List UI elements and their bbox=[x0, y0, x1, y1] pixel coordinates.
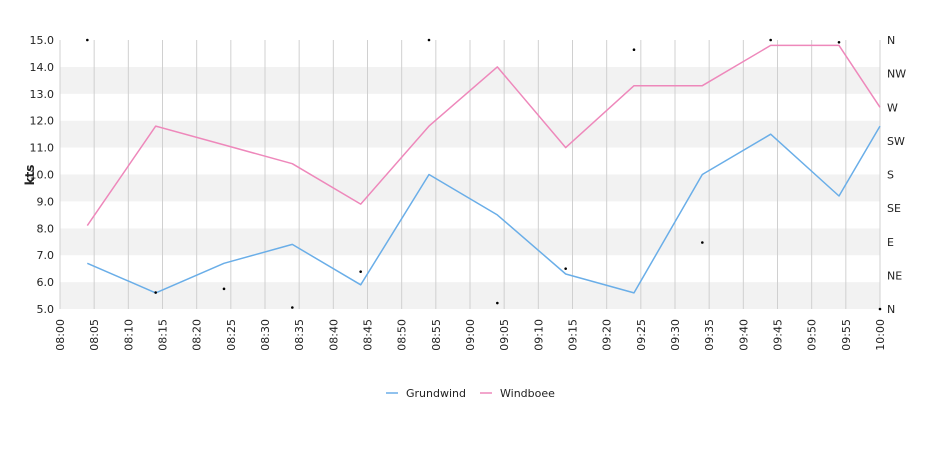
x-tick-label: 09:05 bbox=[498, 319, 511, 351]
direction-point bbox=[359, 270, 362, 273]
x-tick-label: 08:50 bbox=[396, 319, 409, 351]
right-tick-label: N bbox=[887, 303, 895, 316]
y-axis-label: kts bbox=[23, 165, 37, 186]
x-tick-label: 09:20 bbox=[601, 319, 614, 351]
x-tick-label: 08:30 bbox=[259, 319, 272, 351]
x-tick-label: 09:10 bbox=[532, 319, 545, 351]
right-tick-label: SE bbox=[887, 202, 901, 215]
x-axis-ticks: 08:00 08:05 08:10 08:15 08:20 08:25 08:30 08:35… bbox=[54, 319, 887, 351]
y-tick-label: 14.0 bbox=[30, 61, 55, 74]
y-axis-ticks: 5.0 6.0 7.0 8.0 9.0 10.0 11.0 12.0 13.0 14.0 15.0 bbox=[30, 34, 55, 316]
y-tick-label: 12.0 bbox=[30, 115, 55, 128]
direction-points bbox=[86, 38, 882, 311]
y-tick-label: 15.0 bbox=[30, 34, 55, 47]
series-line-grundwind bbox=[87, 125, 881, 294]
vertical-grid bbox=[59, 40, 881, 309]
direction-point bbox=[837, 40, 841, 44]
x-tick-label: 08:05 bbox=[88, 319, 101, 351]
legend-label-grundwind: Grundwind bbox=[406, 387, 466, 400]
direction-point bbox=[878, 307, 882, 311]
direction-point bbox=[154, 291, 157, 294]
x-tick-label: 09:15 bbox=[567, 319, 580, 351]
x-tick-label: 08:20 bbox=[191, 319, 204, 351]
x-tick-label: 08:15 bbox=[157, 319, 170, 351]
x-tick-label: 09:45 bbox=[772, 319, 785, 351]
direction-point bbox=[427, 38, 431, 42]
y-tick-label: 8.0 bbox=[37, 222, 55, 235]
direction-point bbox=[496, 301, 499, 305]
right-tick-label: S bbox=[887, 169, 894, 182]
legend: Grundwind Windboee bbox=[386, 387, 555, 400]
series-lines bbox=[86, 44, 881, 294]
direction-point bbox=[222, 287, 226, 291]
x-tick-label: 08:25 bbox=[225, 319, 238, 351]
direction-point bbox=[701, 241, 704, 244]
y-tick-label: 5.0 bbox=[37, 303, 55, 316]
x-tick-label: 09:00 bbox=[464, 319, 477, 351]
y-tick-label: 6.0 bbox=[37, 276, 55, 289]
right-tick-label: E bbox=[887, 236, 894, 249]
legend-label-windboee: Windboee bbox=[500, 387, 555, 400]
x-tick-label: 09:40 bbox=[737, 319, 750, 351]
series-line-windboee bbox=[86, 44, 881, 227]
x-tick-label: 08:35 bbox=[293, 319, 306, 351]
x-tick-label: 08:40 bbox=[327, 319, 340, 351]
right-tick-label: NE bbox=[887, 269, 902, 282]
right-tick-label: SW bbox=[887, 135, 905, 148]
x-tick-label: 08:00 bbox=[54, 319, 67, 351]
right-tick-label: NW bbox=[887, 68, 906, 81]
direction-point bbox=[632, 48, 636, 52]
x-tick-label: 09:55 bbox=[840, 319, 853, 351]
direction-point bbox=[769, 38, 772, 42]
y-tick-label: 7.0 bbox=[37, 249, 55, 262]
x-tick-label: 08:55 bbox=[430, 319, 443, 351]
x-tick-label: 08:45 bbox=[362, 319, 375, 351]
x-tick-label: 09:35 bbox=[703, 319, 716, 351]
y-tick-label: 11.0 bbox=[30, 142, 55, 155]
x-tick-label: 09:50 bbox=[806, 319, 819, 351]
x-tick-label: 09:30 bbox=[669, 319, 682, 351]
x-tick-label: 10:00 bbox=[874, 319, 887, 351]
direction-point bbox=[564, 267, 567, 270]
right-tick-label: W bbox=[887, 101, 898, 114]
x-tick-label: 09:25 bbox=[635, 319, 648, 351]
direction-point bbox=[86, 38, 89, 42]
y-tick-label: 9.0 bbox=[37, 195, 55, 208]
right-axis-ticks: N NE E SE S SW W NW N bbox=[887, 34, 906, 316]
y-tick-label: 13.0 bbox=[30, 88, 55, 101]
right-tick-label: N bbox=[887, 34, 895, 47]
x-tick-label: 08:10 bbox=[122, 319, 135, 351]
y-tick-label: 10.0 bbox=[30, 169, 55, 182]
direction-point bbox=[291, 306, 294, 309]
